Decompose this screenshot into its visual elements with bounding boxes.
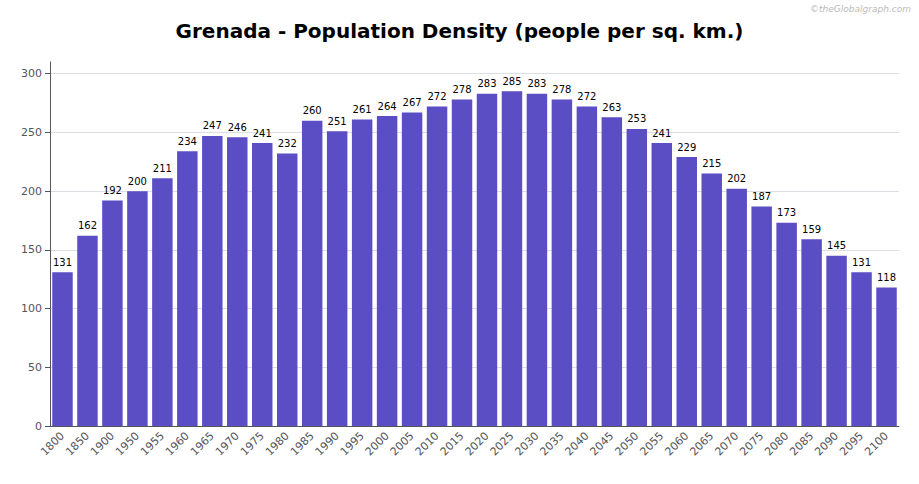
svg-text:1850: 1850 [63,429,92,458]
svg-text:131: 131 [53,257,72,268]
svg-text:2015: 2015 [438,429,467,458]
svg-text:1955: 1955 [138,429,167,458]
svg-text:241: 241 [652,128,671,139]
svg-text:2035: 2035 [538,429,567,458]
svg-text:Grenada - Population Density (: Grenada - Population Density (people per… [176,19,744,43]
svg-text:251: 251 [328,116,347,127]
svg-text:2030: 2030 [513,429,542,458]
svg-text:267: 267 [403,97,422,108]
svg-text:1965: 1965 [188,429,217,458]
svg-text:0: 0 [35,420,42,433]
svg-text:1980: 1980 [263,429,292,458]
svg-text:150: 150 [21,243,42,256]
svg-text:100: 100 [21,302,42,315]
svg-text:253: 253 [627,113,646,124]
svg-text:2065: 2065 [687,429,716,458]
svg-text:1960: 1960 [163,429,192,458]
svg-text:2025: 2025 [488,429,517,458]
svg-text:1985: 1985 [288,429,317,458]
svg-text:©theGlobalgraph.com: ©theGlobalgraph.com [810,4,911,14]
svg-text:2050: 2050 [612,429,641,458]
svg-text:246: 246 [228,122,247,133]
svg-text:2020: 2020 [463,429,492,458]
svg-text:200: 200 [128,176,147,187]
svg-text:2010: 2010 [413,429,442,458]
svg-text:1950: 1950 [113,429,142,458]
svg-text:234: 234 [178,136,197,147]
svg-text:1970: 1970 [213,429,242,458]
svg-text:300: 300 [21,67,42,80]
svg-text:272: 272 [427,91,446,102]
svg-text:2090: 2090 [812,429,841,458]
svg-text:2005: 2005 [388,429,417,458]
svg-text:283: 283 [477,78,496,89]
svg-text:272: 272 [577,91,596,102]
svg-text:260: 260 [303,105,322,116]
svg-text:1990: 1990 [313,429,342,458]
svg-text:2045: 2045 [587,429,616,458]
svg-text:261: 261 [353,104,372,115]
svg-text:187: 187 [752,191,771,202]
svg-text:247: 247 [203,120,222,131]
svg-text:1800: 1800 [38,429,67,458]
svg-text:145: 145 [827,240,846,251]
svg-text:2060: 2060 [662,429,691,458]
svg-text:202: 202 [727,173,746,184]
svg-text:278: 278 [452,84,471,95]
svg-text:1975: 1975 [238,429,267,458]
svg-text:285: 285 [502,76,521,87]
svg-text:215: 215 [702,158,721,169]
svg-text:131: 131 [852,257,871,268]
svg-text:278: 278 [552,84,571,95]
svg-text:264: 264 [378,101,397,112]
svg-text:2085: 2085 [787,429,816,458]
svg-text:2080: 2080 [762,429,791,458]
svg-text:173: 173 [777,207,796,218]
svg-text:211: 211 [153,163,172,174]
svg-text:2070: 2070 [712,429,741,458]
svg-text:283: 283 [527,78,546,89]
svg-text:159: 159 [802,224,821,235]
svg-text:241: 241 [253,128,272,139]
svg-text:1900: 1900 [88,429,117,458]
svg-text:50: 50 [28,361,42,374]
svg-text:250: 250 [21,126,42,139]
svg-text:2040: 2040 [562,429,591,458]
svg-text:192: 192 [103,185,122,196]
svg-text:232: 232 [278,138,297,149]
svg-text:229: 229 [677,142,696,153]
svg-text:118: 118 [877,272,896,283]
svg-text:1995: 1995 [338,429,367,458]
svg-text:2095: 2095 [837,429,866,458]
svg-text:2055: 2055 [637,429,666,458]
svg-text:162: 162 [78,220,97,231]
svg-text:263: 263 [602,102,621,113]
svg-text:2000: 2000 [363,429,392,458]
svg-text:200: 200 [21,185,42,198]
svg-text:2100: 2100 [862,429,891,458]
svg-text:2075: 2075 [737,429,766,458]
